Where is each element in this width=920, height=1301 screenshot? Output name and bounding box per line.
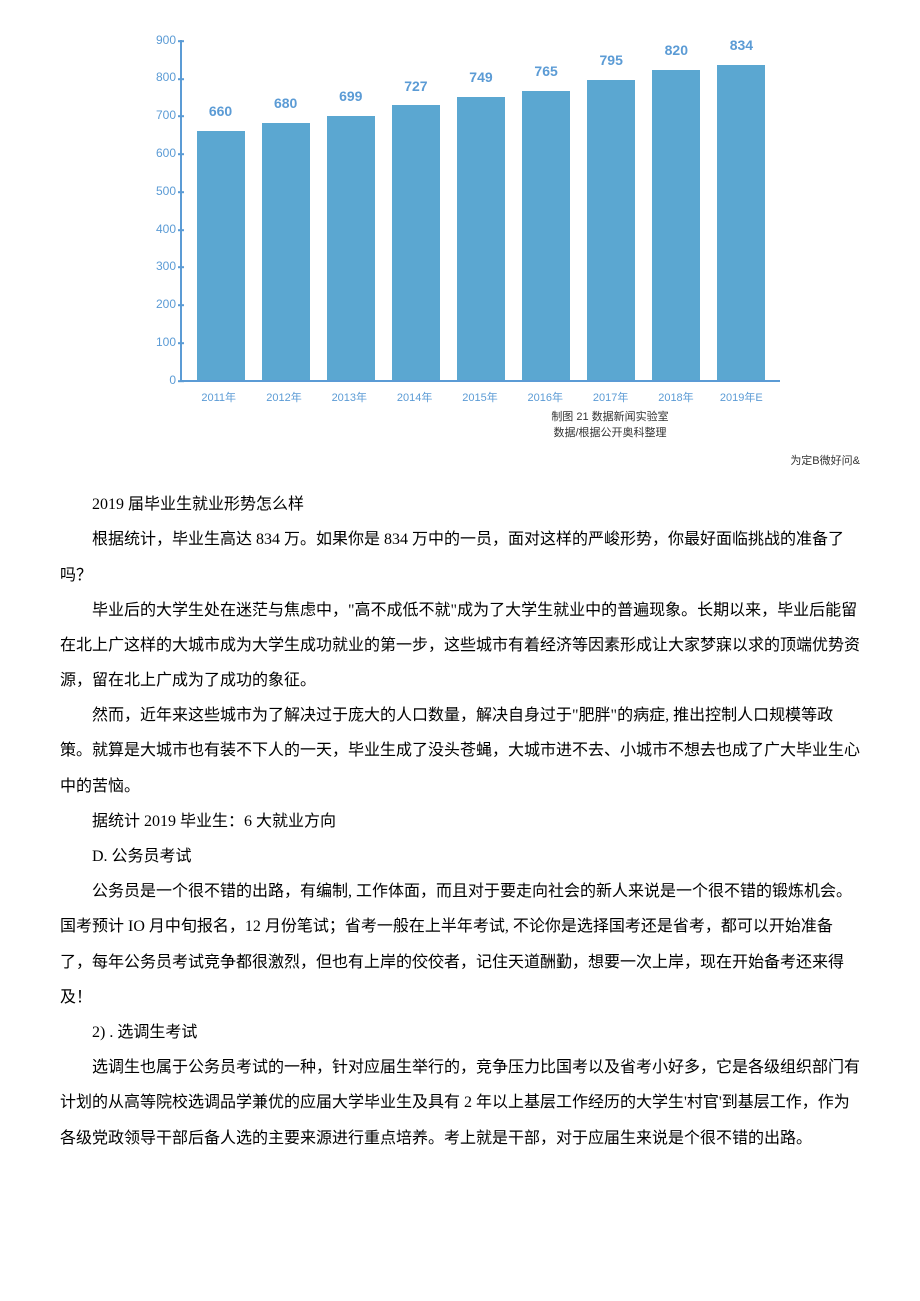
bar-value-label: 660: [209, 96, 232, 127]
x-tick-label: 2012年: [257, 386, 311, 410]
body-paragraph: 据统计 2019 毕业生：6 大就业方向: [60, 804, 860, 839]
x-tick-label: 2016年: [518, 386, 572, 410]
x-tick-label: 2017年: [584, 386, 638, 410]
body-paragraph: 根据统计，毕业生高达 834 万。如果你是 834 万中的一员，面对这样的严峻形…: [60, 522, 860, 592]
y-tick: 800: [142, 65, 176, 91]
y-tick: 700: [142, 102, 176, 128]
bar-rect: [197, 131, 245, 380]
bar-column: 699: [324, 81, 378, 380]
bar-column: 834: [714, 30, 768, 380]
x-tick-label: 2013年: [322, 386, 376, 410]
y-tick: 500: [142, 178, 176, 204]
chart-container: 660680699727749765795820834 010020030040…: [140, 40, 780, 441]
bar-rect: [392, 105, 440, 380]
bar-rect: [262, 123, 310, 380]
bar-rect: [652, 70, 700, 380]
list-item-label: D. 公务员考试: [60, 839, 860, 874]
bar-chart: 660680699727749765795820834 010020030040…: [180, 40, 780, 382]
bar-rect: [327, 116, 375, 380]
y-tick: 600: [142, 140, 176, 166]
bar-value-label: 795: [600, 45, 623, 76]
section-heading: 2019 届毕业生就业形势怎么样: [60, 487, 860, 522]
bar-column: 727: [389, 71, 443, 380]
caption-line-2: 数据/根据公开奥科整理: [440, 426, 780, 441]
bars-area: 660680699727749765795820834: [182, 40, 780, 380]
bar-column: 660: [194, 96, 248, 380]
y-tick: 300: [142, 253, 176, 279]
bar-value-label: 765: [534, 56, 557, 87]
bar-rect: [522, 91, 570, 380]
x-tick-label: 2014年: [388, 386, 442, 410]
bar-column: 749: [454, 62, 508, 380]
y-tick: 100: [142, 329, 176, 355]
bar-value-label: 834: [730, 30, 753, 61]
bar-value-label: 749: [469, 62, 492, 93]
chart-caption: 制图 21 数据新闻实验室 数据/根据公开奥科整理: [180, 410, 780, 441]
y-tick: 400: [142, 216, 176, 242]
bar-rect: [717, 65, 765, 380]
x-tick-label: 2011年: [192, 386, 246, 410]
bar-column: 680: [259, 88, 313, 380]
y-tick: 900: [142, 27, 176, 53]
bar-rect: [587, 80, 635, 380]
bar-value-label: 680: [274, 88, 297, 119]
body-paragraph: 然而，近年来这些城市为了解决过于庞大的人口数量，解决自身过于"肥胖"的病症, 推…: [60, 698, 860, 804]
body-paragraph: 选调生也属于公务员考试的一种，针对应届生举行的，竞争压力比国考以及省考小好多，它…: [60, 1050, 860, 1156]
y-tick: 0: [142, 367, 176, 393]
bar-column: 795: [584, 45, 638, 380]
body-paragraph: 毕业后的大学生处在迷茫与焦虑中，"高不成低不就"成为了大学生就业中的普遍现象。长…: [60, 593, 860, 699]
x-tick-label: 2019年E: [714, 386, 768, 410]
bar-column: 820: [649, 35, 703, 380]
list-item-label: 2) . 选调生考试: [60, 1015, 860, 1050]
body-paragraph: 公务员是一个很不错的出路，有编制, 工作体面，而且对于要走向社会的新人来说是一个…: [60, 874, 860, 1015]
x-axis-labels: 2011年 2012年 2013年 2014年 2015年 2016年 2017年 2018年…: [180, 382, 780, 410]
right-footnote: 为定B微好问&: [60, 449, 860, 473]
y-tick: 200: [142, 291, 176, 317]
bar-rect: [457, 97, 505, 380]
caption-line-1: 制图 21 数据新闻实验室: [440, 410, 780, 425]
bar-value-label: 820: [665, 35, 688, 66]
bar-value-label: 699: [339, 81, 362, 112]
bar-value-label: 727: [404, 71, 427, 102]
bar-column: 765: [519, 56, 573, 380]
x-tick-label: 2018年: [649, 386, 703, 410]
x-tick-label: 2015年: [453, 386, 507, 410]
